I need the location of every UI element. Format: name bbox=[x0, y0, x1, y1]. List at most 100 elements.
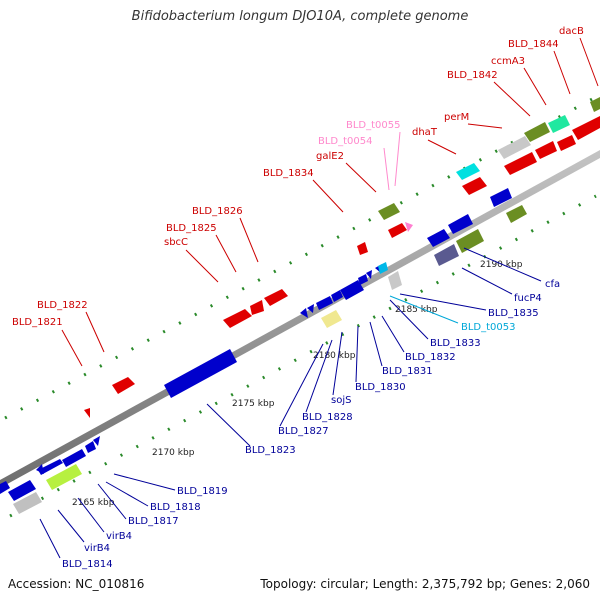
gene-block bbox=[456, 229, 484, 253]
gene-block bbox=[321, 310, 342, 328]
leader-line bbox=[97, 483, 127, 520]
gene-label[interactable]: BLD_1825 bbox=[166, 223, 217, 234]
gene-label[interactable]: perM bbox=[444, 112, 469, 123]
gene-block bbox=[0, 481, 10, 494]
map-title: Bifidobacterium longum DJO10A, complete … bbox=[131, 9, 469, 24]
leader-line bbox=[332, 331, 343, 396]
leader-line bbox=[57, 509, 85, 543]
tick-label: 2185 kbp bbox=[395, 305, 438, 315]
tick-label: 2165 kbp bbox=[72, 498, 115, 508]
gene-block bbox=[448, 214, 473, 234]
gene-block bbox=[378, 203, 400, 220]
gene-label[interactable]: dhaT bbox=[412, 127, 438, 138]
leader-line bbox=[305, 339, 333, 413]
leader-line bbox=[461, 267, 513, 295]
gene-block bbox=[223, 309, 252, 328]
gene-label[interactable]: BLD_1831 bbox=[382, 366, 433, 377]
leader-line bbox=[427, 139, 457, 155]
guide-dots bbox=[4, 95, 597, 518]
tick-label: 2175 kbp bbox=[232, 399, 275, 409]
gene-label[interactable]: BLD_1826 bbox=[192, 206, 243, 217]
gene-label[interactable]: BLD_1832 bbox=[405, 352, 456, 363]
leader-line bbox=[206, 403, 251, 447]
gene-label[interactable]: virB4 bbox=[84, 543, 110, 554]
leader-line bbox=[85, 311, 105, 353]
gene-label[interactable]: sojS bbox=[331, 395, 351, 406]
gene-label[interactable]: BLD_t0054 bbox=[318, 136, 373, 147]
gene-label[interactable]: cfa bbox=[545, 279, 560, 290]
gene-label[interactable]: BLD_1844 bbox=[508, 39, 559, 50]
gene-block bbox=[13, 492, 42, 514]
leader-line bbox=[77, 497, 105, 533]
position-ticks: 2165 kbp 2170 kbp 2175 kbp 2180 kbp 2185 kbp… bbox=[72, 260, 523, 508]
gene-block bbox=[524, 122, 550, 142]
gene-block bbox=[38, 459, 63, 475]
gene-label[interactable]: dacB bbox=[559, 26, 584, 37]
gene-block bbox=[462, 177, 487, 195]
gene-block bbox=[62, 449, 86, 467]
gene-block bbox=[85, 441, 96, 453]
tick-label: 2170 kbp bbox=[152, 448, 195, 458]
leader-line bbox=[215, 234, 237, 273]
leader-line bbox=[279, 343, 324, 427]
leader-line bbox=[105, 481, 149, 507]
leader-line bbox=[389, 295, 459, 324]
gene-label[interactable]: BLD_1842 bbox=[447, 70, 498, 81]
leader-line bbox=[493, 81, 531, 117]
gene-label[interactable]: BLD_1827 bbox=[278, 426, 329, 437]
gene-label[interactable]: BLD_1834 bbox=[263, 168, 314, 179]
leader-line bbox=[312, 179, 344, 213]
gene-label[interactable]: virB4 bbox=[106, 531, 132, 542]
gene-block bbox=[366, 270, 372, 279]
leader-line bbox=[394, 131, 401, 187]
gene-label[interactable]: sbcC bbox=[164, 237, 188, 248]
gene-label[interactable]: BLD_1822 bbox=[37, 300, 88, 311]
gene-label[interactable]: BLD_1814 bbox=[62, 559, 113, 570]
gene-label[interactable]: BLD_t0055 bbox=[346, 120, 401, 131]
gene-block bbox=[434, 244, 459, 266]
genes-reverse bbox=[0, 188, 527, 514]
leader-line bbox=[185, 249, 219, 283]
gene-label[interactable]: fucP4 bbox=[514, 293, 542, 304]
leader-line bbox=[399, 293, 487, 311]
tick-label: 2190 kbp bbox=[480, 260, 523, 270]
leader-line bbox=[523, 67, 547, 106]
gene-label[interactable]: BLD_1833 bbox=[430, 338, 481, 349]
gene-block bbox=[506, 205, 527, 223]
leader-line bbox=[39, 518, 61, 559]
gene-block bbox=[36, 464, 44, 474]
leader-line bbox=[381, 315, 405, 353]
gene-label[interactable]: BLD_1823 bbox=[245, 445, 296, 456]
gene-block bbox=[84, 408, 90, 418]
gene-label[interactable]: BLD_1819 bbox=[177, 486, 228, 497]
gene-block bbox=[340, 280, 364, 300]
gene-block bbox=[498, 136, 531, 159]
gene-label[interactable]: BLD_t0053 bbox=[461, 322, 516, 333]
leader-line bbox=[553, 50, 571, 95]
gene-block bbox=[456, 163, 480, 180]
gene-block bbox=[300, 308, 308, 318]
gene-label[interactable]: BLD_1817 bbox=[128, 516, 179, 527]
gene-block bbox=[548, 115, 570, 133]
leader-line bbox=[345, 162, 377, 193]
gene-label[interactable]: galE2 bbox=[316, 151, 344, 162]
gene-label[interactable]: BLD_1830 bbox=[355, 382, 406, 393]
gene-block bbox=[378, 262, 388, 274]
gene-label[interactable]: BLD_1818 bbox=[150, 502, 201, 513]
gene-block bbox=[557, 135, 576, 151]
gene-block bbox=[264, 289, 288, 306]
gene-block bbox=[46, 464, 82, 490]
gene-block bbox=[307, 304, 314, 313]
gene-block bbox=[388, 271, 402, 290]
gene-block bbox=[8, 480, 36, 501]
gene-label[interactable]: BLD_1835 bbox=[488, 308, 539, 319]
leader-line bbox=[467, 123, 503, 129]
gene-label[interactable]: BLD_1828 bbox=[302, 412, 353, 423]
gene-block bbox=[331, 290, 343, 302]
gene-label[interactable]: BLD_1821 bbox=[12, 317, 63, 328]
gene-label[interactable]: ccmA3 bbox=[491, 56, 525, 67]
leader-line bbox=[369, 321, 383, 367]
genes-forward bbox=[84, 97, 600, 418]
